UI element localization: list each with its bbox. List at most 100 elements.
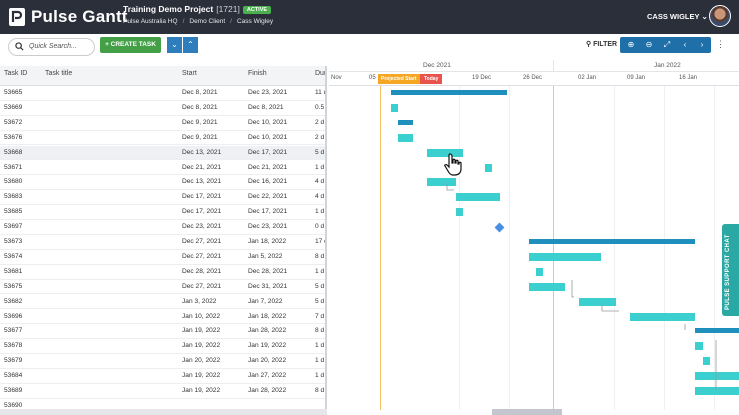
scroll-right-icon[interactable]: ›: [700, 40, 704, 49]
task-start[interactable]: Dec 27, 2021: [182, 252, 222, 260]
task-start[interactable]: Jan 10, 2022: [182, 312, 221, 320]
task-bar[interactable]: [427, 148, 464, 157]
task-start[interactable]: Dec 27, 2021: [182, 282, 222, 290]
column-header-finish[interactable]: Finish: [248, 70, 267, 77]
zoom-fit-icon[interactable]: ⤢: [663, 40, 671, 49]
column-header-duration[interactable]: Dur: [315, 70, 327, 77]
task-start[interactable]: Jan 19, 2022: [182, 342, 221, 350]
task-bar[interactable]: [695, 342, 703, 351]
task-start[interactable]: Dec 17, 2021: [182, 193, 222, 201]
task-bar[interactable]: [528, 252, 601, 261]
collapse-all-button[interactable]: ⌄: [167, 37, 182, 53]
task-finish[interactable]: Jan 20, 2022: [248, 357, 287, 365]
task-finish[interactable]: Dec 10, 2021: [248, 133, 288, 141]
table-row[interactable]: 53681Licensing for Typefaces and Stock A…: [0, 265, 325, 280]
task-finish[interactable]: Dec 23, 2021: [248, 89, 288, 96]
task-duration[interactable]: 8 d: [315, 252, 325, 260]
summary-bar[interactable]: [398, 119, 413, 125]
task-duration[interactable]: 1 d: [315, 163, 325, 171]
task-bar[interactable]: [702, 357, 710, 366]
task-finish[interactable]: Jan 18, 2022: [248, 312, 287, 320]
task-duration[interactable]: 0.5: [315, 103, 325, 111]
table-row[interactable]: 53690Monitoring and Maintenance: [0, 399, 325, 410]
task-start[interactable]: Dec 23, 2021: [182, 223, 222, 231]
task-finish[interactable]: Dec 17, 2021: [248, 148, 288, 156]
task-start[interactable]: Dec 17, 2021: [182, 208, 222, 216]
breadcrumb-item[interactable]: Pulse Australia HQ: [123, 18, 178, 25]
task-finish[interactable]: Jan 7, 2022: [248, 297, 283, 305]
task-duration[interactable]: 0 d: [315, 223, 325, 231]
task-start[interactable]: Dec 9, 2021: [182, 133, 218, 141]
task-bar[interactable]: [390, 103, 398, 112]
task-duration[interactable]: 4 d: [315, 178, 325, 186]
task-start[interactable]: Jan 3, 2022: [182, 297, 217, 305]
task-finish[interactable]: Dec 17, 2021: [248, 208, 288, 216]
task-duration[interactable]: 2 d: [315, 118, 325, 126]
summary-bar[interactable]: [390, 90, 507, 95]
task-start[interactable]: Dec 9, 2021: [182, 118, 218, 126]
table-row[interactable]: 53669Content Alignment meetingDec 8, 202…: [0, 101, 325, 116]
zoom-in-icon[interactable]: ⊕: [627, 40, 635, 49]
task-duration[interactable]: 5 d: [315, 282, 325, 290]
summary-bar[interactable]: [695, 328, 739, 334]
task-start[interactable]: Dec 21, 2021: [182, 163, 222, 171]
task-finish[interactable]: Dec 10, 2021: [248, 118, 288, 126]
user-menu[interactable]: CASS WIGLEY ⌄: [647, 12, 708, 21]
task-start[interactable]: Dec 13, 2021: [182, 178, 222, 186]
task-finish[interactable]: Dec 28, 2021: [248, 267, 288, 275]
pulse-logo-icon[interactable]: [8, 7, 26, 27]
table-row[interactable]: 53668Manuscript developmentDec 13, 2021D…: [0, 145, 325, 161]
chart-horizontal-scrollbar[interactable]: [492, 409, 562, 415]
breadcrumb-item[interactable]: Demo Client: [189, 18, 226, 25]
task-finish[interactable]: Jan 18, 2022: [248, 238, 287, 245]
task-finish[interactable]: Dec 16, 2021: [248, 178, 288, 186]
table-row[interactable]: 53684Network DNS update for go liveJan 1…: [0, 369, 325, 384]
task-duration[interactable]: 1 d: [315, 267, 325, 275]
column-header-id[interactable]: Task ID: [4, 70, 28, 77]
task-bar[interactable]: [398, 133, 413, 142]
task-bar[interactable]: [528, 282, 565, 291]
task-duration[interactable]: 11 d: [315, 89, 327, 96]
table-row[interactable]: 53672⌄ Revisions from Content Alignment …: [0, 116, 325, 131]
task-bar[interactable]: [535, 267, 543, 276]
column-header-start[interactable]: Start: [182, 70, 197, 77]
task-duration[interactable]: 8 d: [315, 387, 325, 394]
scroll-left-icon[interactable]: ‹: [683, 40, 687, 49]
grid-horizontal-scrollbar[interactable]: [0, 409, 327, 415]
task-finish[interactable]: Jan 5, 2022: [248, 252, 283, 260]
task-finish[interactable]: Dec 31, 2021: [248, 282, 288, 290]
task-finish[interactable]: Jan 19, 2022: [248, 342, 287, 350]
task-duration[interactable]: 17 d: [315, 238, 327, 245]
task-duration[interactable]: 1 d: [315, 342, 325, 350]
table-row[interactable]: 53680Visual Design MockupsDec 13, 2021De…: [0, 175, 325, 191]
task-duration[interactable]: 4 d: [315, 193, 325, 201]
task-start[interactable]: Jan 19, 2022: [182, 372, 221, 380]
task-start[interactable]: Jan 19, 2022: [182, 387, 221, 394]
gantt-chart[interactable]: Dec 2021 Jan 2022 Nov 05 19 Dec 26 Dec 0…: [329, 60, 739, 410]
project-name[interactable]: Training Demo Project: [123, 4, 214, 14]
task-duration[interactable]: 8 d: [315, 327, 325, 335]
task-finish[interactable]: Dec 21, 2021: [248, 163, 288, 171]
task-bar[interactable]: [456, 193, 500, 202]
create-task-button[interactable]: + CREATE TASK: [100, 37, 161, 53]
task-finish[interactable]: Jan 28, 2022: [248, 387, 287, 394]
task-duration[interactable]: 2 d: [315, 133, 325, 141]
task-duration[interactable]: 1 d: [315, 357, 325, 365]
task-bar[interactable]: [579, 297, 616, 306]
task-start[interactable]: Dec 28, 2021: [182, 267, 222, 275]
expand-all-button[interactable]: ⌃: [183, 37, 198, 53]
task-start[interactable]: Dec 13, 2021: [182, 148, 222, 156]
table-row[interactable]: 53676Information Architecture & Wirefram…: [0, 131, 325, 146]
task-finish[interactable]: Jan 27, 2022: [248, 372, 287, 380]
task-duration[interactable]: 1 d: [315, 208, 325, 216]
